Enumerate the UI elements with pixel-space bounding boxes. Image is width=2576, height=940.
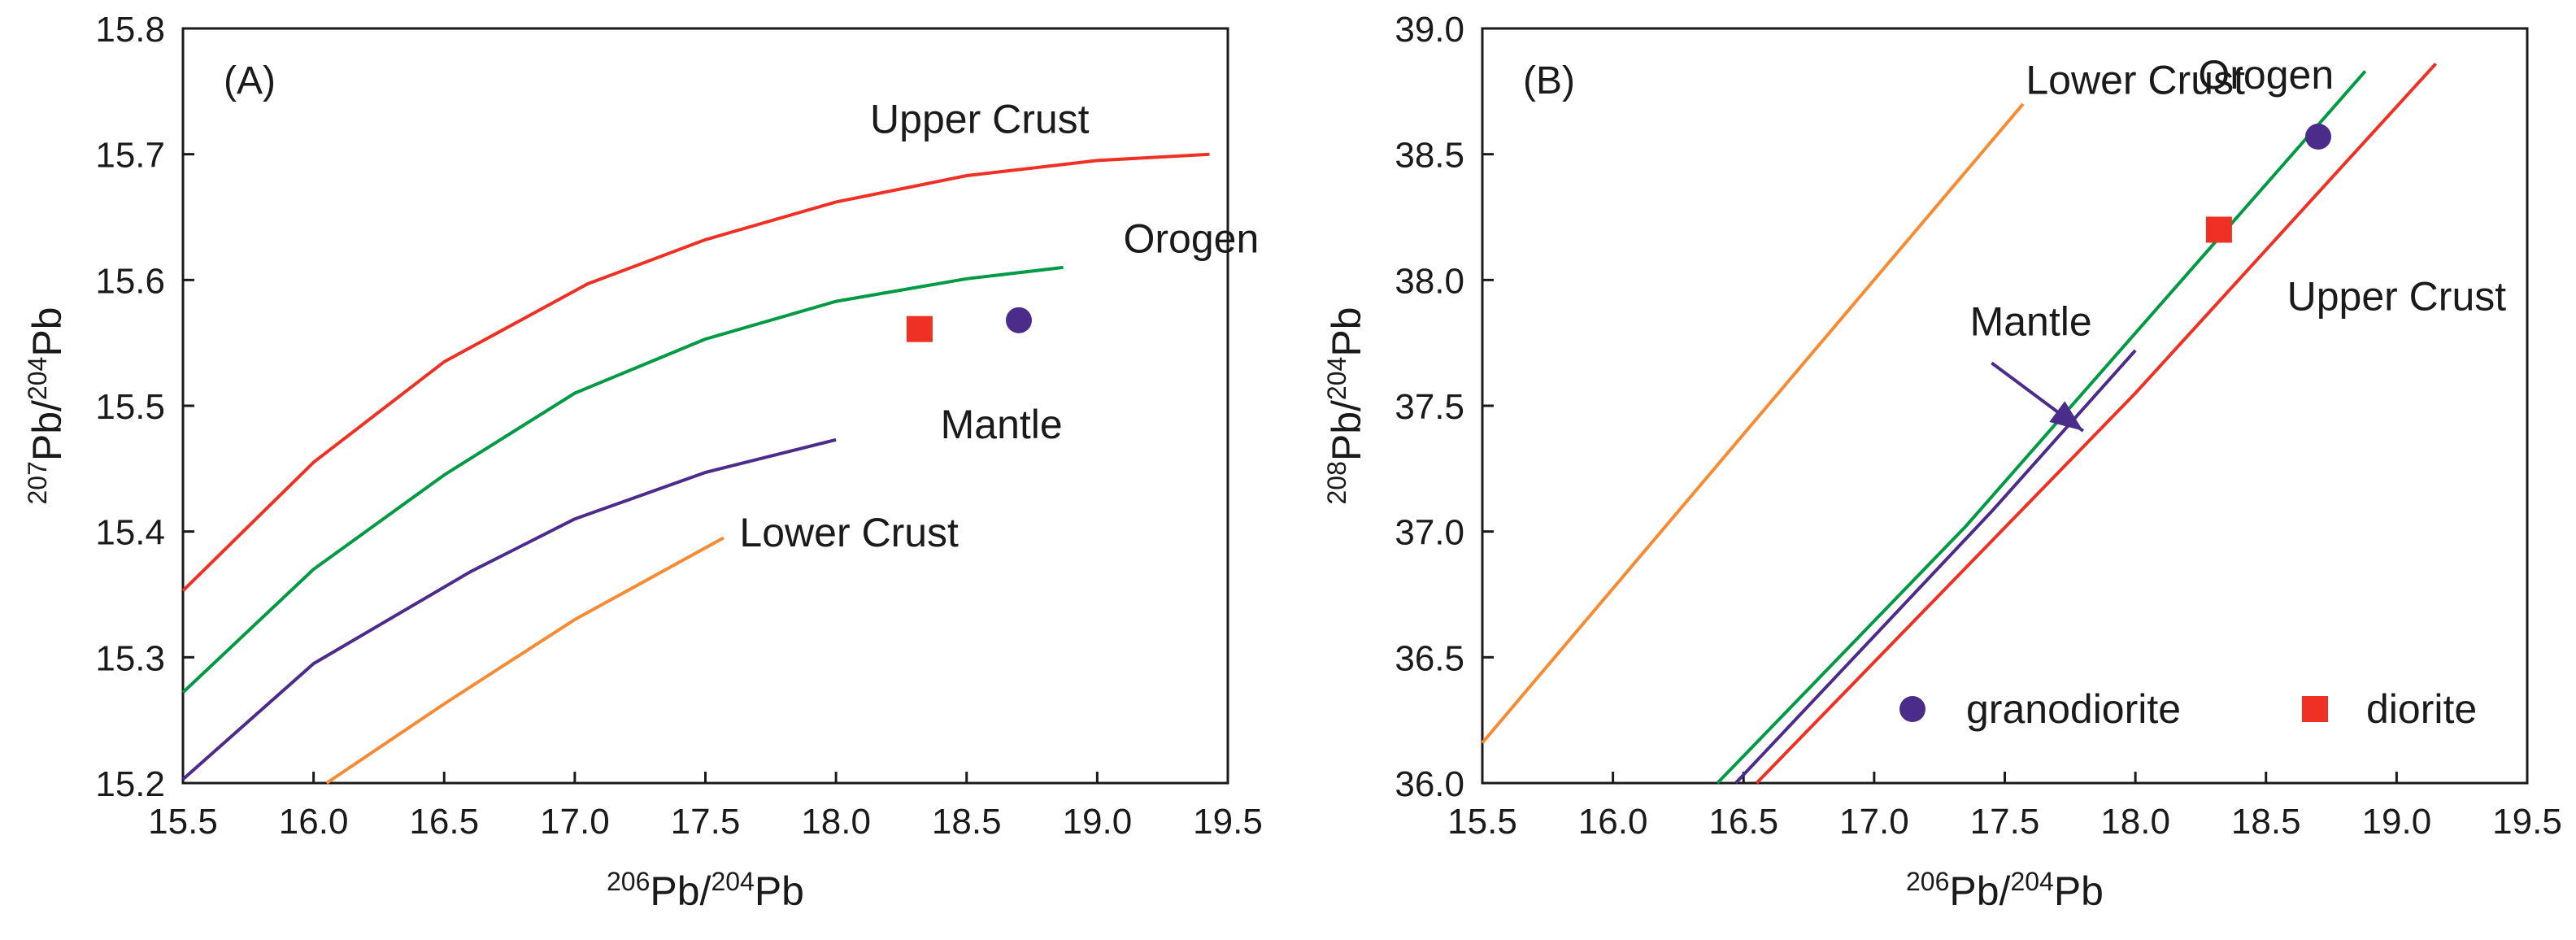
- panel-b-y-axis-label-part: Pb: [1324, 307, 1369, 356]
- panel-a-y-tick-label: 15.7: [95, 136, 165, 176]
- panel-a-series-mantle: [181, 437, 837, 781]
- panel-a-y-axis-label-part: Pb/: [24, 400, 70, 461]
- panel-b-x-tick-label: 18.0: [2100, 802, 2170, 842]
- panel-b-y-tick-label: 37.5: [1395, 387, 1464, 427]
- panel-b-mantle-arrow-head: [2049, 401, 2083, 431]
- panel-a-curve-label-orogen: Orogen: [1124, 215, 1260, 261]
- panel-b: 15.5 16.0 16.5 17.0 17.5 18.0 18.5 19.0 19.5 36.0…: [1322, 10, 2562, 914]
- panel-b-y-axis-label-part: 204: [1322, 357, 1351, 400]
- panel-b-x-tick-label: 17.5: [1970, 802, 2040, 842]
- panel-a-x-tick-label: 18.0: [801, 802, 871, 842]
- panel-b-x-axis-label-part: Pb: [2054, 868, 2104, 914]
- panel-b-x-axis-label-part: 204: [2010, 867, 2053, 896]
- legend-marker-diorite: [2302, 696, 2328, 722]
- panel-a-x-axis-label-part: Pb: [755, 868, 804, 914]
- panel-a-x-axis-label-part: Pb/: [650, 868, 711, 914]
- panel-b-x-axis-label-part: Pb/: [1949, 868, 2010, 914]
- panel-a-label: (A): [224, 59, 276, 102]
- panel-a-x-axis-label: 206Pb/204Pb: [607, 867, 804, 914]
- panel-b-series-mantle: [1734, 349, 2137, 785]
- panel-b-y-axis-label-part: Pb/: [1324, 400, 1369, 461]
- legend-marker-granodiorite: [1899, 696, 1925, 722]
- legend-label-diorite: diorite: [2366, 686, 2477, 732]
- panel-b-x-tick-label: 19.5: [2492, 802, 2562, 842]
- panel-b-x-tick-label: 15.5: [1447, 802, 1517, 842]
- panel-a-y-axis-label-part: 207: [23, 461, 52, 504]
- panel-b-legend: granodiorite diorite: [1899, 686, 2477, 732]
- panel-b-point-granodiorite: [2305, 124, 2331, 150]
- panel-a-y-tick-label: 15.5: [95, 387, 165, 427]
- panel-b-y-tick-label: 37.0: [1395, 513, 1464, 553]
- panel-b-curve-label-upper-crust: Upper Crust: [2287, 273, 2507, 319]
- panel-a-series-upper-crust: [181, 152, 1210, 592]
- panel-a-x-tick-label: 16.0: [279, 802, 349, 842]
- panel-a-y-tick-label: 15.3: [95, 638, 165, 678]
- panel-a-curve-label-upper-crust: Upper Crust: [870, 96, 1090, 141]
- panel-b-y-axis-label-part: 208: [1322, 461, 1351, 504]
- panel-b-x-axis-label-part: 206: [1906, 867, 1949, 896]
- panel-a-x-axis-label-part: 204: [711, 867, 754, 896]
- panel-b-curve-label-lower-crust: Lower Crust: [2026, 57, 2245, 102]
- panel-a-y-tick-label: 15.2: [95, 764, 165, 804]
- panel-b-series-upper-crust: [1755, 62, 2438, 785]
- panel-b-x-tick-label: 17.0: [1839, 802, 1909, 842]
- panel-b-x-tick-label: 19.0: [2362, 802, 2432, 842]
- panel-b-curve-label-orogen: Orogen: [2198, 52, 2334, 98]
- panel-b-y-tick-label: 36.5: [1395, 638, 1464, 678]
- panel-b-label: (B): [1523, 59, 1575, 102]
- panel-b-y-axis-label: 208Pb/204Pb: [1322, 307, 1369, 504]
- panel-b-x-tick-label: 16.0: [1578, 802, 1648, 842]
- panel-b-x-tick-label: 18.5: [2231, 802, 2301, 842]
- panel-a-point-diorite: [906, 316, 933, 342]
- panel-b-point-diorite: [2205, 216, 2232, 243]
- panel-a-curve-label-mantle: Mantle: [941, 402, 1063, 447]
- panel-a: 15.5 16.0 16.5 17.0 17.5 18.0 18.5 19.0 19.5 15.2…: [23, 10, 1263, 914]
- panel-b-x-tick-label: 16.5: [1708, 802, 1778, 842]
- panel-a-y-axis-label: 207Pb/204Pb: [23, 307, 70, 504]
- panel-a-x-tick-label: 17.0: [540, 802, 610, 842]
- panel-a-series-orogen: [181, 265, 1064, 694]
- panel-a-x-tick-label: 19.0: [1063, 802, 1133, 842]
- panel-a-y-tick-label: 15.4: [95, 513, 165, 553]
- panel-a-y-axis-label-part: Pb: [24, 307, 70, 356]
- legend-label-granodiorite: granodiorite: [1966, 686, 2181, 732]
- panel-b-series-orogen: [1716, 70, 2367, 785]
- panel-a-x-axis-label-part: 206: [607, 867, 650, 896]
- panel-a-curve-label-lower-crust: Lower Crust: [739, 510, 959, 555]
- panel-a-x-tick-label: 18.5: [932, 802, 1002, 842]
- panel-a-y-tick-label: 15.8: [95, 10, 165, 50]
- panel-a-x-tick-label: 17.5: [671, 802, 741, 842]
- panel-b-y-tick-label: 36.0: [1395, 764, 1464, 804]
- panel-b-y-tick-label: 39.0: [1395, 10, 1464, 50]
- panel-b-series-lower-crust: [1481, 102, 2025, 744]
- panel-b-y-tick-label: 38.0: [1395, 261, 1464, 301]
- panel-a-point-granodiorite: [1006, 307, 1032, 333]
- panel-a-y-tick-label: 15.6: [95, 261, 165, 301]
- panel-a-x-tick-label: 16.5: [409, 802, 479, 842]
- panel-b-x-axis-label: 206Pb/204Pb: [1906, 867, 2104, 914]
- panel-a-x-tick-label: 19.5: [1193, 802, 1263, 842]
- panel-a-y-axis-label-part: 204: [23, 357, 52, 400]
- panel-a-series-lower-crust: [325, 536, 724, 785]
- panel-b-y-tick-label: 38.5: [1395, 136, 1464, 176]
- panel-a-x-tick-label: 15.5: [148, 802, 218, 842]
- panel-b-plot-frame: [1481, 27, 2529, 785]
- panel-b-curve-label-mantle: Mantle: [1970, 298, 2092, 344]
